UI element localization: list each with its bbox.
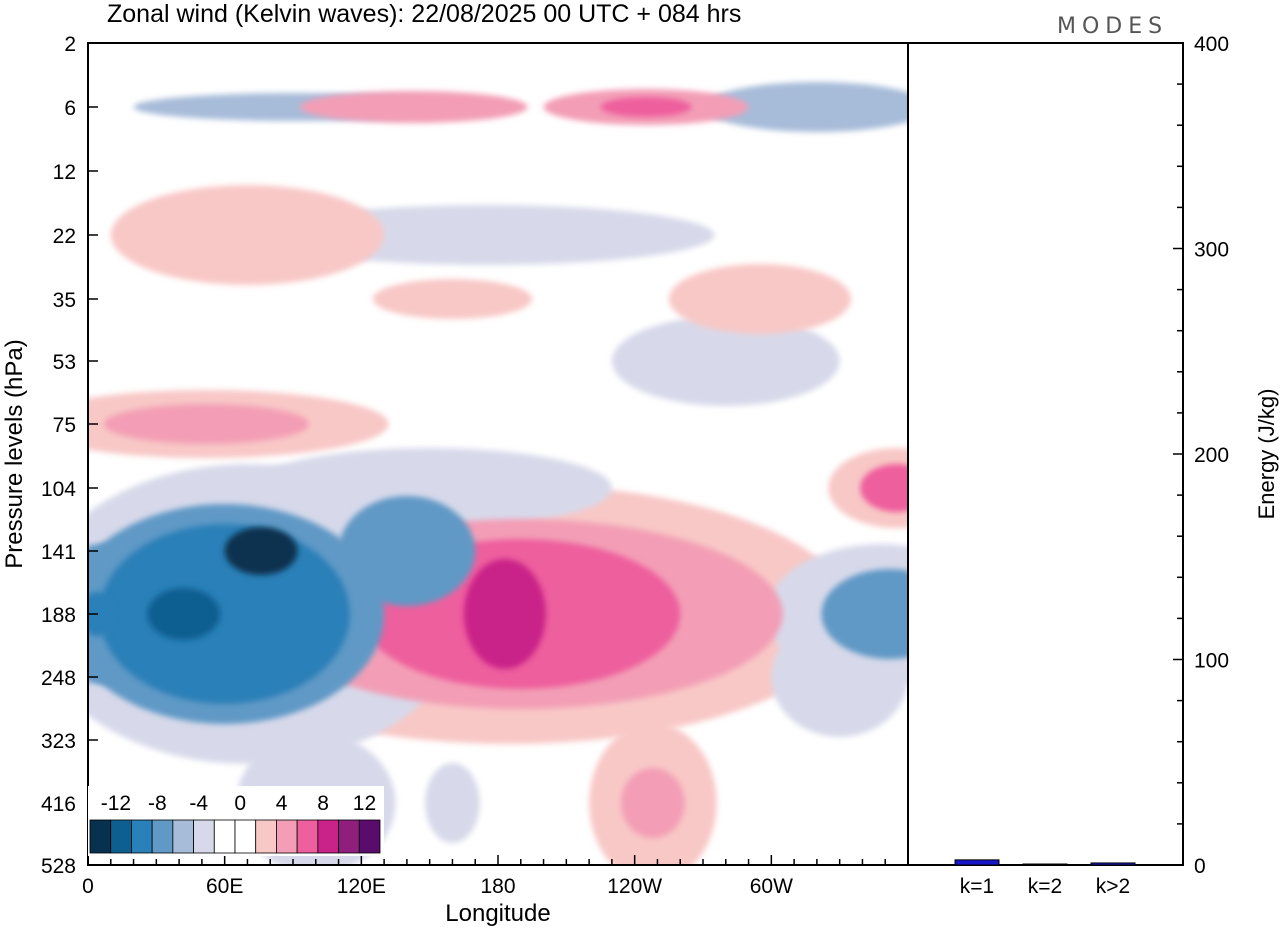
colorbar-swatch xyxy=(276,819,298,854)
colorbar-swatch xyxy=(317,819,339,854)
energy-bar-label: k=2 xyxy=(1028,875,1062,898)
field-blob xyxy=(247,448,612,528)
field-blob xyxy=(103,404,309,444)
energy-bar-label: k=1 xyxy=(960,875,994,898)
y-tick-label: 2 xyxy=(64,33,76,56)
field-blob xyxy=(88,592,116,636)
x-tick-label: 120W xyxy=(607,875,662,898)
energy-axis: 0 100 200 300 400 xyxy=(1173,33,1229,878)
y-tick-label: 12 xyxy=(53,161,76,184)
y-tick-label: 248 xyxy=(41,667,76,690)
x-axis-label: Longitude xyxy=(445,900,550,927)
colorbar-label: 4 xyxy=(276,792,288,815)
field-blob xyxy=(600,97,692,117)
y-tick-label: 22 xyxy=(53,225,76,248)
x-tick-label: 180 xyxy=(480,875,515,898)
y-tick-label: 35 xyxy=(53,289,76,312)
colorbar-swatch xyxy=(89,819,112,854)
energy-panel-frame xyxy=(907,42,1184,866)
colorbar: -12 -8 -4 0 4 8 12 xyxy=(88,786,384,856)
y-tick-label: 528 xyxy=(41,855,76,878)
colorbar-swatch xyxy=(151,819,174,854)
colorbar-label: -4 xyxy=(189,792,208,815)
y-tick-label: 416 xyxy=(41,793,76,816)
energy-tick-label: 200 xyxy=(1194,444,1229,467)
y-axis-label: Pressure levels (hPa) xyxy=(1,339,28,568)
field-blob xyxy=(703,82,908,132)
x-tick-label: 60W xyxy=(750,875,793,898)
energy-bar xyxy=(1090,862,1136,866)
field-blob xyxy=(621,768,685,838)
energy-bar xyxy=(954,859,1000,866)
energy-tick-label: 400 xyxy=(1194,33,1229,56)
energy-bar-label: k>2 xyxy=(1096,875,1130,898)
field-blob xyxy=(338,496,476,606)
field-blob xyxy=(99,524,350,704)
field-blob xyxy=(372,279,533,319)
energy-tick-label: 100 xyxy=(1194,650,1229,673)
y-tick-label: 6 xyxy=(64,97,76,120)
field-blob xyxy=(299,91,528,123)
energy-bar xyxy=(1022,863,1068,866)
y-tick-label: 53 xyxy=(53,351,76,374)
colorbar-swatch xyxy=(131,819,153,854)
field-blob xyxy=(224,527,298,575)
field-blob xyxy=(611,316,840,406)
energy-axis-label: Energy (J/kg) xyxy=(1254,389,1279,520)
colorbar-swatch xyxy=(172,819,194,854)
colorbar-label: 12 xyxy=(353,792,376,815)
x-axis: 0 60E 120E 180 120W 60W xyxy=(82,855,909,898)
y-tick-label: 75 xyxy=(53,414,76,437)
y-tick-label: 141 xyxy=(41,541,76,564)
colorbar-swatch xyxy=(110,819,132,854)
colorbar-swatch xyxy=(338,819,360,854)
x-tick-label: 120E xyxy=(337,875,386,898)
y-tick-label: 188 xyxy=(41,604,76,627)
colorbar-swatch xyxy=(234,819,257,854)
field-blob xyxy=(821,569,908,659)
field-blob xyxy=(147,588,221,640)
energy-bars: k=1 k=2 k>2 xyxy=(954,859,1136,898)
field-blob xyxy=(860,464,908,512)
x-tick-label: 60E xyxy=(206,875,243,898)
y-tick-label: 104 xyxy=(41,478,76,501)
colorbar-label: 0 xyxy=(234,792,246,815)
y-tick-label: 323 xyxy=(41,730,76,753)
colorbar-label: 8 xyxy=(317,792,329,815)
field-blob xyxy=(425,763,480,843)
colorbar-swatch xyxy=(296,819,319,854)
modes-logo: MODES xyxy=(1057,14,1168,39)
colorbar-swatch xyxy=(213,819,236,854)
colorbar-label: -12 xyxy=(101,792,131,815)
y-axis: 2 6 12 22 35 53 75 104 141 188 248 323 416 528 xyxy=(41,33,98,878)
colorbar-label: -8 xyxy=(148,792,167,815)
field-blob xyxy=(463,559,546,669)
energy-tick-label: 300 xyxy=(1194,239,1229,262)
colorbar-swatch xyxy=(255,819,277,854)
energy-tick-label: 0 xyxy=(1194,855,1206,878)
chart-title: Zonal wind (Kelvin waves): 22/08/2025 00… xyxy=(107,0,741,28)
colorbar-swatch xyxy=(358,819,381,854)
x-tick-label: 0 xyxy=(82,875,94,898)
colorbar-swatch xyxy=(193,819,215,854)
field-blob xyxy=(110,185,385,285)
wind-field-shading xyxy=(88,82,908,865)
field-blob xyxy=(668,264,852,334)
